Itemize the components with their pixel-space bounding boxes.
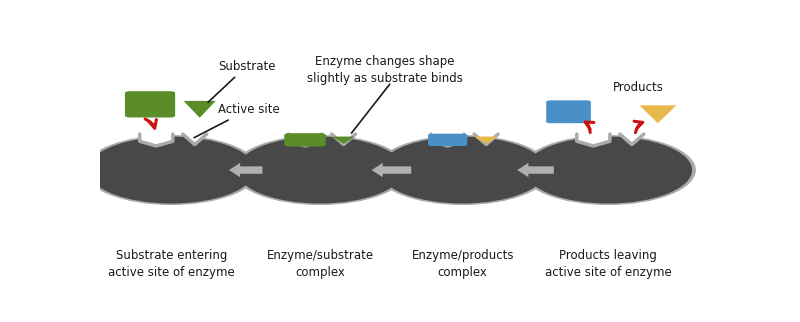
Polygon shape — [140, 132, 173, 146]
FancyBboxPatch shape — [546, 100, 591, 123]
Polygon shape — [332, 137, 355, 144]
FancyBboxPatch shape — [284, 133, 326, 147]
Text: Products leaving
active site of enzyme: Products leaving active site of enzyme — [545, 249, 672, 279]
Polygon shape — [474, 137, 498, 144]
Circle shape — [84, 135, 258, 205]
Text: Enzyme/products
complex: Enzyme/products complex — [411, 249, 514, 279]
Text: Substrate entering
active site of enzyme: Substrate entering active site of enzyme — [108, 249, 234, 279]
Text: Substrate: Substrate — [208, 60, 275, 102]
Circle shape — [375, 135, 550, 205]
Circle shape — [233, 135, 407, 205]
Text: Enzyme/substrate
complex: Enzyme/substrate complex — [266, 249, 374, 279]
Circle shape — [521, 135, 696, 205]
Polygon shape — [639, 105, 677, 123]
Circle shape — [88, 137, 255, 204]
Polygon shape — [331, 132, 355, 145]
Polygon shape — [182, 132, 206, 145]
FancyArrow shape — [371, 163, 411, 177]
FancyArrow shape — [229, 163, 262, 177]
Polygon shape — [183, 101, 216, 118]
Polygon shape — [577, 132, 610, 146]
Text: Products: Products — [613, 81, 663, 94]
Text: Enzyme changes shape
slightly as substrate binds: Enzyme changes shape slightly as substra… — [307, 55, 463, 85]
FancyArrow shape — [518, 163, 554, 177]
FancyBboxPatch shape — [428, 134, 467, 146]
Circle shape — [237, 137, 404, 204]
Text: Active site: Active site — [194, 103, 279, 138]
Polygon shape — [620, 132, 644, 145]
Circle shape — [379, 137, 546, 204]
Polygon shape — [474, 132, 498, 145]
Polygon shape — [289, 132, 322, 146]
FancyBboxPatch shape — [125, 91, 175, 118]
Polygon shape — [431, 132, 464, 146]
Circle shape — [525, 137, 692, 204]
